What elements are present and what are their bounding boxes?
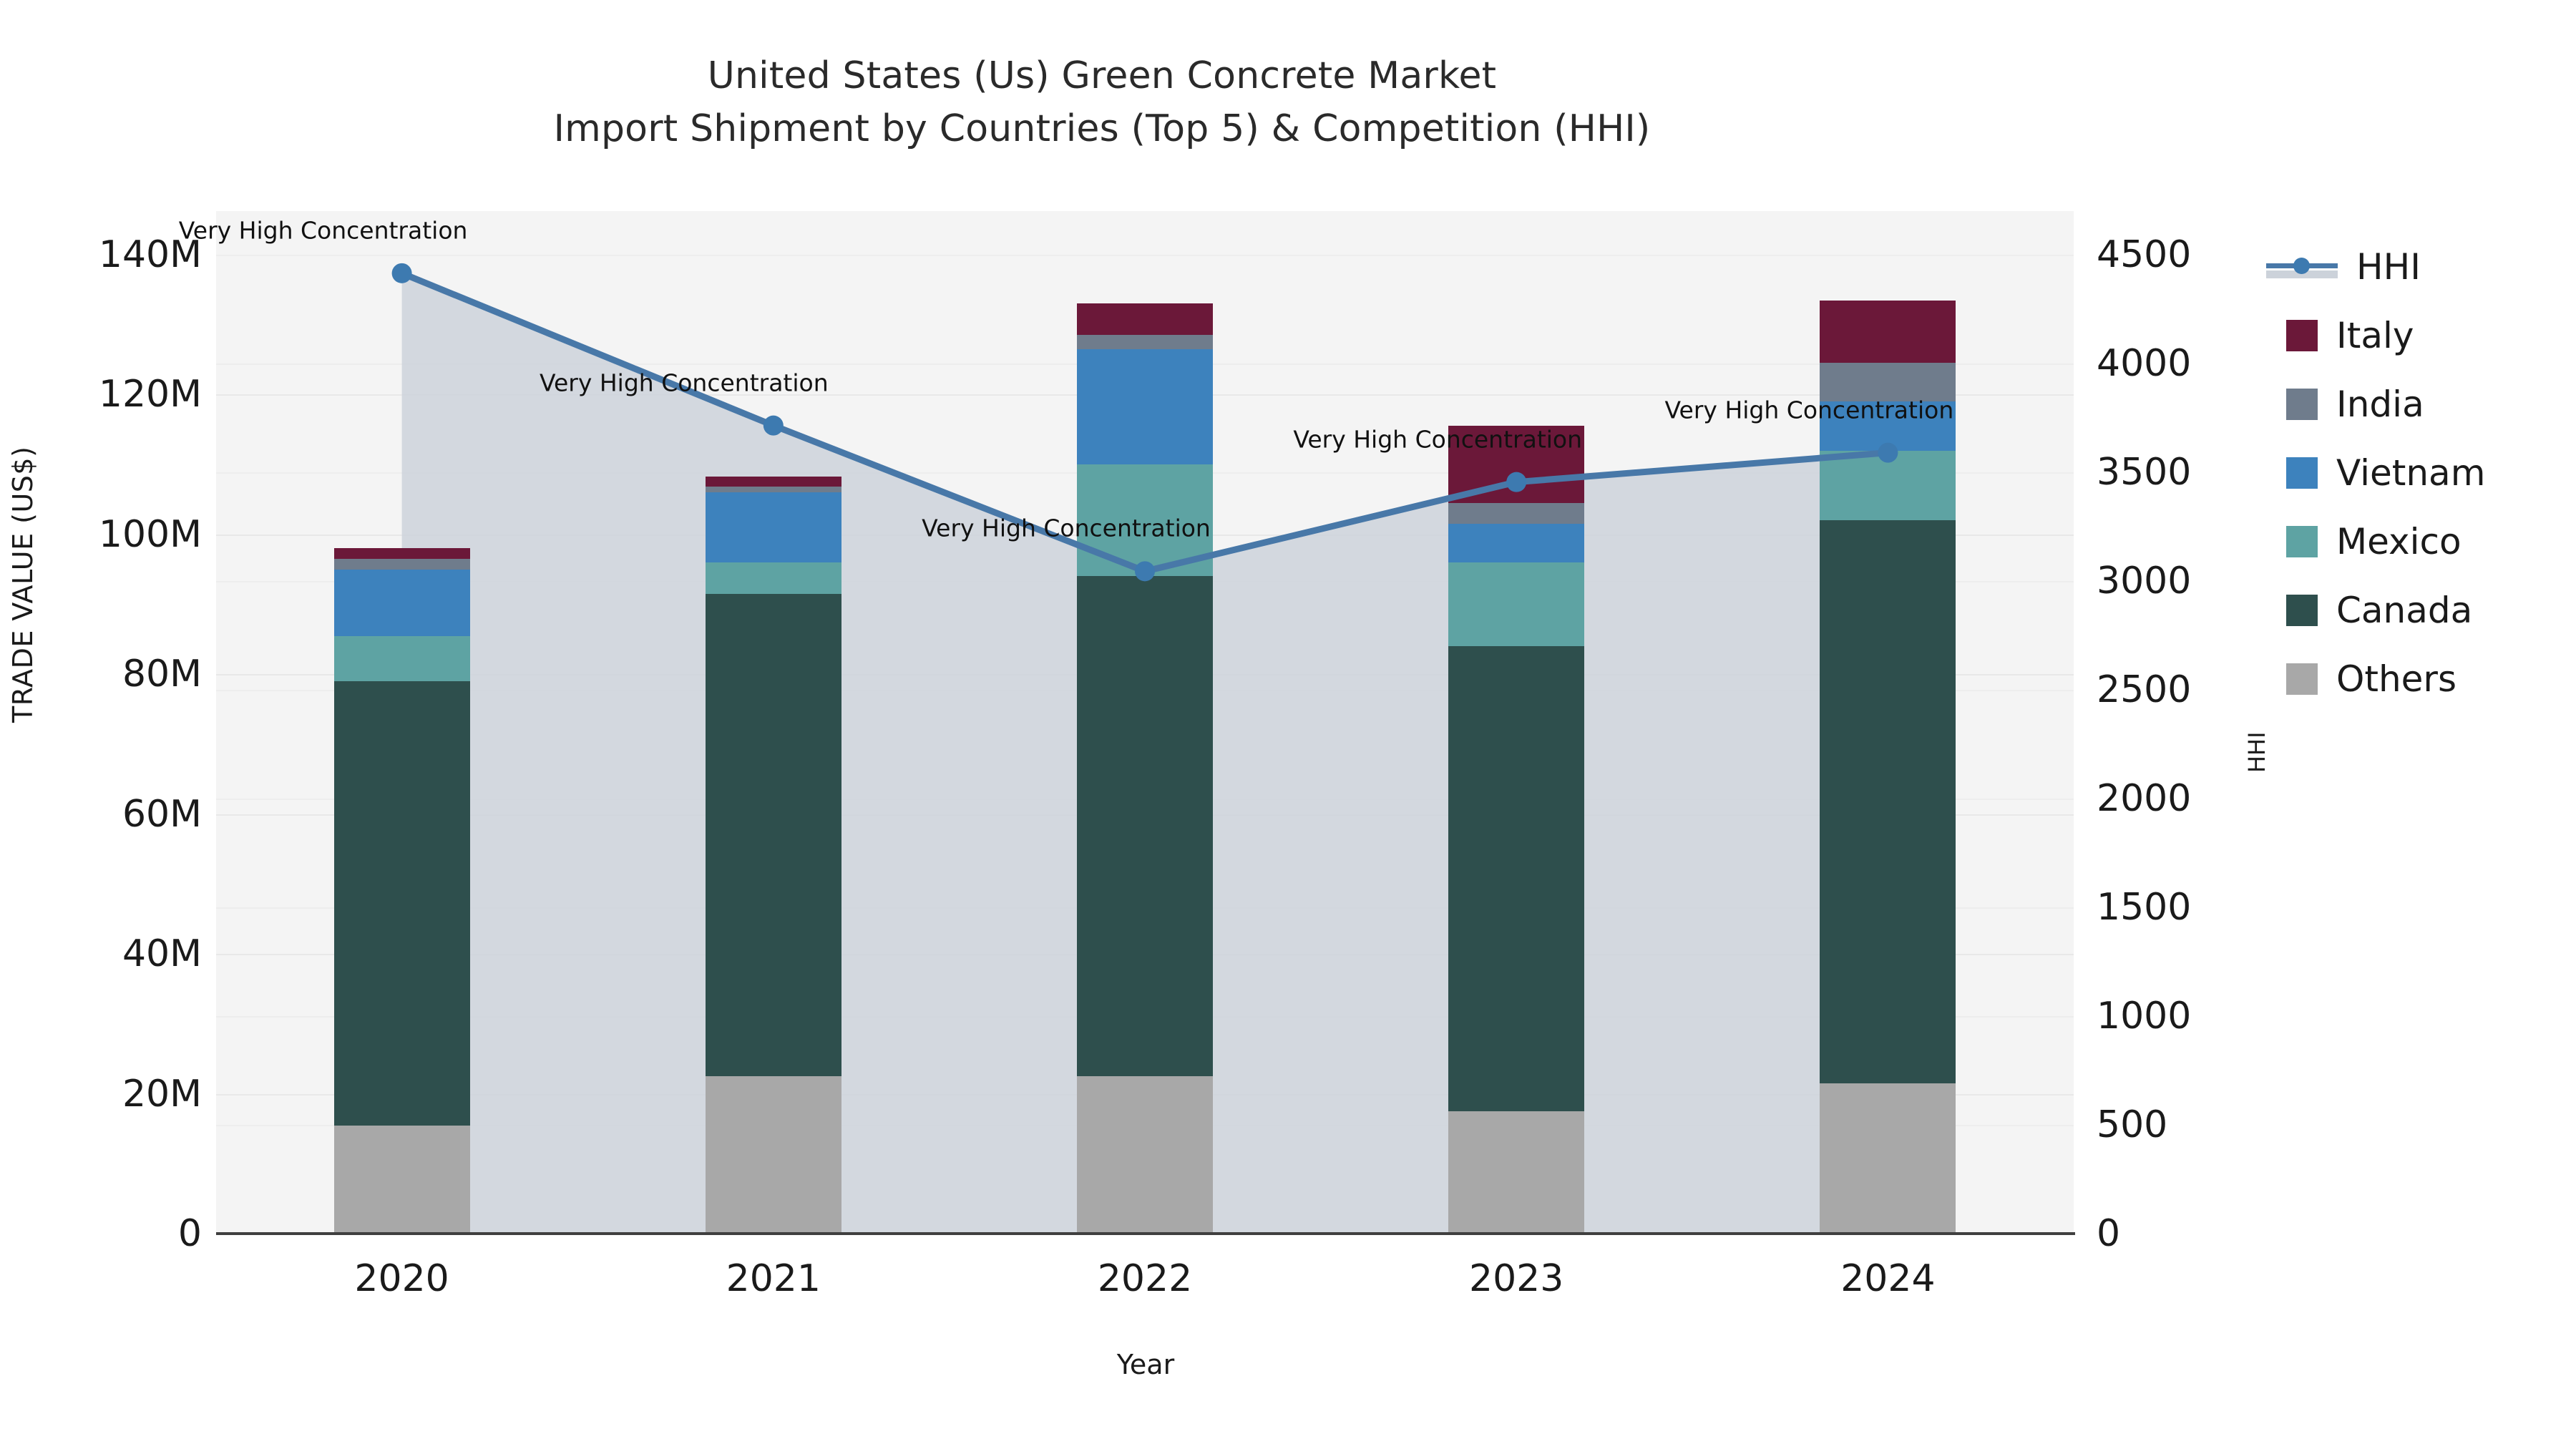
y2-tick-label: 4500 <box>2097 233 2192 276</box>
annotation-label: Very High Concentration <box>178 216 468 245</box>
bar-segment-canada[interactable] <box>1077 576 1213 1077</box>
chart-legend: HHI Italy India Vietnam Mexico Canada Others <box>2266 233 2572 713</box>
y-tick-label: 20M <box>122 1072 202 1116</box>
bar-segment-others[interactable] <box>333 1125 470 1234</box>
bar-segment-mexico[interactable] <box>333 635 470 682</box>
y2-tick-label: 3500 <box>2097 451 2192 494</box>
legend-color-swatch <box>2286 595 2318 626</box>
x-tick-label: 2022 <box>1097 1257 1193 1300</box>
legend-item-label: Mexico <box>2336 521 2462 562</box>
bar-segment-india[interactable] <box>1077 335 1213 349</box>
bar-group[interactable] <box>1448 211 1585 1234</box>
bar-segment-italy[interactable] <box>1820 300 1956 364</box>
bar-segment-canada[interactable] <box>1820 520 1956 1083</box>
y-axis-label: TRADE VALUE (US$) <box>7 446 39 723</box>
y2-tick-label: 1000 <box>2097 995 2192 1038</box>
bar-segment-mexico[interactable] <box>1820 450 1956 521</box>
bar-group[interactable] <box>1077 211 1213 1234</box>
y-tick-label: 120M <box>98 373 202 416</box>
legend-marker-dot <box>2293 258 2310 274</box>
x-tick-label: 2021 <box>726 1257 821 1300</box>
x-axis-line <box>216 1232 2075 1235</box>
bar-segment-vietnam[interactable] <box>1077 348 1213 465</box>
bar-segment-mexico[interactable] <box>705 562 841 594</box>
bar-segment-canada[interactable] <box>705 593 841 1077</box>
legend-color-swatch <box>2286 457 2318 489</box>
bar-segment-others[interactable] <box>1448 1111 1585 1234</box>
y-tick-label: 80M <box>122 653 202 696</box>
bar-segment-india[interactable] <box>333 559 470 570</box>
legend-color-swatch <box>2286 389 2318 420</box>
legend-item-others[interactable]: Others <box>2286 645 2572 713</box>
legend-item-label: Vietnam <box>2336 452 2486 494</box>
x-tick-label: 2023 <box>1469 1257 1564 1300</box>
bar-group[interactable] <box>333 211 470 1234</box>
legend-item-label: Others <box>2336 658 2457 700</box>
legend-item-canada[interactable]: Canada <box>2286 576 2572 645</box>
y2-tick-label: 3000 <box>2097 560 2192 602</box>
legend-item-hhi[interactable]: HHI <box>2266 233 2572 301</box>
y2-tick-label: 500 <box>2097 1103 2168 1146</box>
y-tick-label: 60M <box>122 792 202 836</box>
y2-tick-label: 2000 <box>2097 777 2192 820</box>
legend-color-swatch <box>2286 526 2318 557</box>
legend-area-band <box>2266 270 2338 278</box>
bar-segment-vietnam[interactable] <box>333 569 470 636</box>
annotation-label: Very High Concentration <box>539 369 829 397</box>
bar-group[interactable] <box>1820 211 1956 1234</box>
legend-item-label: Italy <box>2336 315 2414 356</box>
bar-segment-india[interactable] <box>1448 502 1585 525</box>
legend-item-vietnam[interactable]: Vietnam <box>2286 439 2572 507</box>
chart-subtitle: Import Shipment by Countries (Top 5) & C… <box>553 107 1651 150</box>
gridline-right <box>216 255 2074 256</box>
legend-item-india[interactable]: India <box>2286 370 2572 439</box>
bar-segment-others[interactable] <box>1077 1076 1213 1234</box>
y-tick-label: 100M <box>98 512 202 556</box>
y2-tick-label: 4000 <box>2097 342 2192 385</box>
annotation-label: Very High Concentration <box>922 514 1211 542</box>
y2-tick-label: 1500 <box>2097 886 2192 929</box>
y-tick-label: 40M <box>122 932 202 976</box>
annotation-label: Very High Concentration <box>1664 396 1954 424</box>
x-tick-label: 2020 <box>354 1257 449 1300</box>
legend-item-mexico[interactable]: Mexico <box>2286 507 2572 576</box>
chart-title-block: United States (Us) Green Concrete Market… <box>0 50 2204 156</box>
y2-axis-label: HHI <box>2243 731 2270 773</box>
bar-segment-others[interactable] <box>705 1076 841 1234</box>
legend-item-italy[interactable]: Italy <box>2286 301 2572 370</box>
legend-item-label: Canada <box>2336 590 2473 631</box>
bar-segment-vietnam[interactable] <box>705 492 841 562</box>
legend-color-swatch <box>2286 320 2318 351</box>
y-tick-label: 0 <box>177 1212 202 1255</box>
y2-tick-label: 2500 <box>2097 668 2192 711</box>
bar-segment-italy[interactable] <box>1077 303 1213 336</box>
legend-line-swatch <box>2266 251 2338 283</box>
bar-segment-mexico[interactable] <box>1448 562 1585 647</box>
chart-title: United States (Us) Green Concrete Market <box>707 54 1497 97</box>
bar-segment-canada[interactable] <box>1448 646 1585 1111</box>
bar-segment-canada[interactable] <box>333 681 470 1126</box>
legend-color-swatch <box>2286 663 2318 695</box>
bar-segment-india[interactable] <box>705 487 841 493</box>
x-tick-label: 2024 <box>1840 1257 1936 1300</box>
legend-item-label: HHI <box>2356 246 2421 288</box>
bar-segment-vietnam[interactable] <box>1448 524 1585 562</box>
bar-segment-italy[interactable] <box>705 476 841 487</box>
y-tick-label: 140M <box>98 233 202 276</box>
y2-tick-label: 0 <box>2097 1212 2121 1255</box>
bar-segment-italy[interactable] <box>333 548 470 560</box>
legend-item-label: India <box>2336 384 2424 425</box>
bar-segment-others[interactable] <box>1820 1083 1956 1234</box>
annotation-label: Very High Concentration <box>1293 425 1583 454</box>
x-axis-label: Year <box>1116 1349 1175 1380</box>
bar-group[interactable] <box>705 211 841 1234</box>
plot-area <box>216 211 2074 1234</box>
